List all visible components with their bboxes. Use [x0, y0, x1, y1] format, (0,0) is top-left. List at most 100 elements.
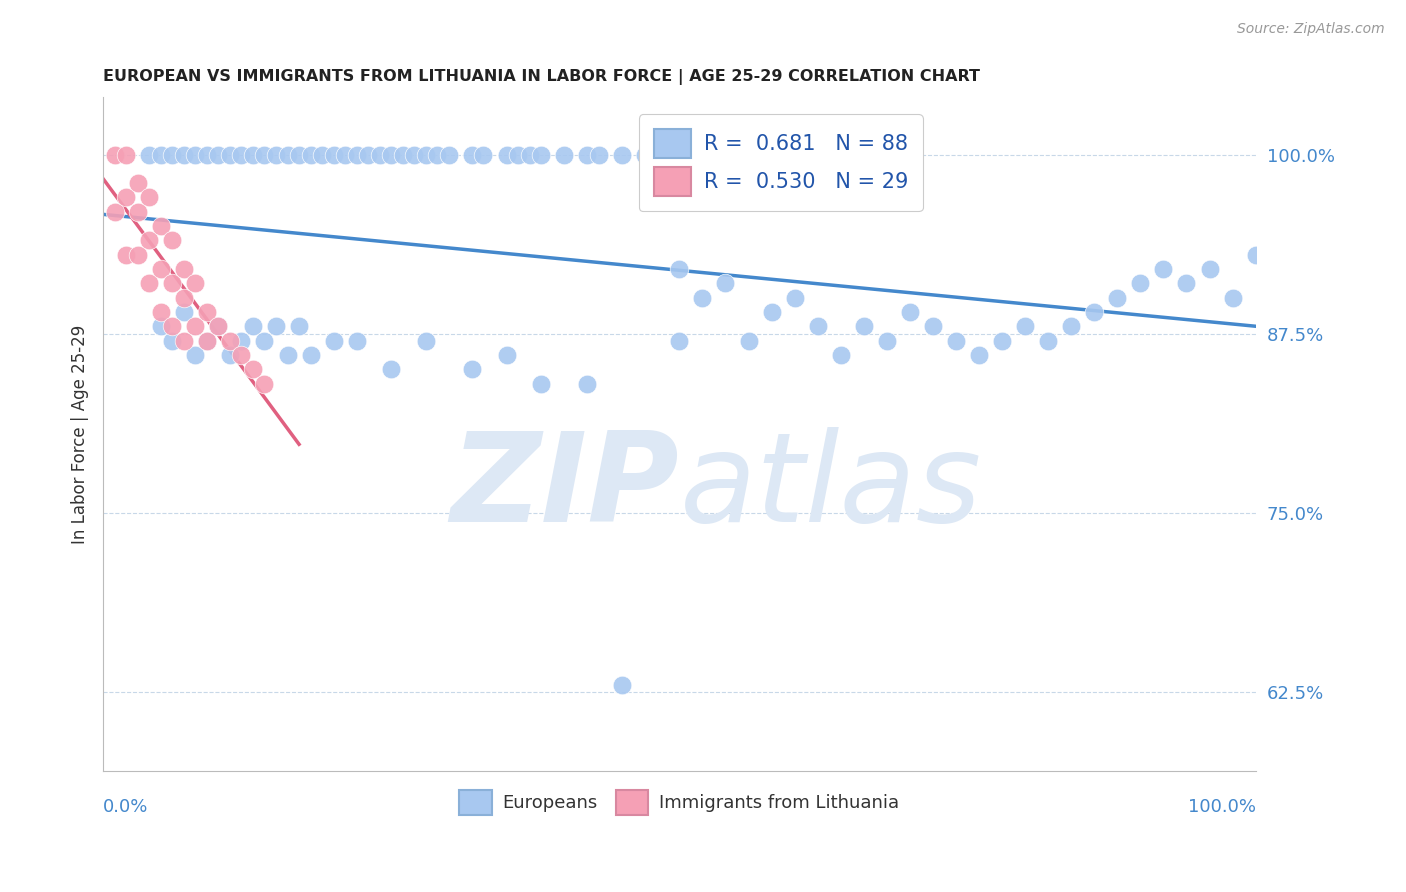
Point: [299, 348, 322, 362]
Point: [472, 147, 495, 161]
Point: [127, 204, 149, 219]
Text: EUROPEAN VS IMMIGRANTS FROM LITHUANIA IN LABOR FORCE | AGE 25-29 CORRELATION CHA: EUROPEAN VS IMMIGRANTS FROM LITHUANIA IN…: [103, 69, 980, 85]
Text: ZIP: ZIP: [451, 427, 679, 549]
Point: [288, 147, 311, 161]
Point: [149, 147, 172, 161]
Point: [553, 147, 575, 161]
Point: [288, 319, 311, 334]
Point: [149, 305, 172, 319]
Text: atlas: atlas: [679, 427, 981, 549]
Point: [876, 334, 898, 348]
Point: [173, 262, 195, 277]
Point: [104, 204, 127, 219]
Point: [253, 334, 276, 348]
Point: [415, 147, 437, 161]
Point: [519, 147, 541, 161]
Point: [253, 376, 276, 391]
Point: [610, 678, 633, 692]
Point: [830, 348, 852, 362]
Point: [242, 362, 264, 376]
Text: Source: ZipAtlas.com: Source: ZipAtlas.com: [1237, 22, 1385, 37]
Point: [149, 219, 172, 234]
Point: [588, 147, 610, 161]
Point: [184, 319, 207, 334]
Point: [173, 334, 195, 348]
Point: [922, 319, 945, 334]
Point: [415, 334, 437, 348]
Point: [207, 319, 229, 334]
Point: [264, 147, 287, 161]
Point: [184, 147, 207, 161]
Point: [1083, 305, 1105, 319]
Point: [761, 305, 783, 319]
Point: [380, 147, 402, 161]
Point: [195, 147, 218, 161]
Point: [173, 147, 195, 161]
Point: [1107, 291, 1129, 305]
Point: [610, 147, 633, 161]
Point: [437, 147, 460, 161]
Point: [692, 291, 714, 305]
Point: [184, 348, 207, 362]
Point: [311, 147, 333, 161]
Point: [391, 147, 413, 161]
Point: [138, 190, 160, 204]
Point: [138, 147, 160, 161]
Point: [991, 334, 1014, 348]
Point: [461, 147, 484, 161]
Point: [506, 147, 529, 161]
Point: [576, 147, 599, 161]
Point: [530, 376, 553, 391]
Point: [495, 348, 517, 362]
Point: [1244, 248, 1267, 262]
Point: [138, 277, 160, 291]
Point: [783, 291, 806, 305]
Point: [195, 334, 218, 348]
Point: [219, 147, 242, 161]
Point: [322, 334, 344, 348]
Point: [322, 147, 344, 161]
Point: [115, 190, 138, 204]
Point: [1129, 277, 1152, 291]
Point: [242, 147, 264, 161]
Point: [253, 147, 276, 161]
Point: [138, 234, 160, 248]
Point: [162, 147, 184, 161]
Text: 0.0%: 0.0%: [103, 797, 149, 815]
Point: [737, 334, 759, 348]
Point: [1152, 262, 1174, 277]
Text: 100.0%: 100.0%: [1188, 797, 1256, 815]
Point: [1038, 334, 1060, 348]
Point: [967, 348, 990, 362]
Point: [162, 234, 184, 248]
Point: [277, 147, 299, 161]
Point: [299, 147, 322, 161]
Point: [1222, 291, 1244, 305]
Point: [368, 147, 391, 161]
Point: [807, 319, 830, 334]
Point: [127, 176, 149, 190]
Point: [668, 262, 690, 277]
Point: [231, 147, 253, 161]
Point: [195, 305, 218, 319]
Point: [219, 334, 242, 348]
Point: [576, 376, 599, 391]
Point: [231, 348, 253, 362]
Point: [530, 147, 553, 161]
Point: [495, 147, 517, 161]
Point: [668, 334, 690, 348]
Point: [149, 262, 172, 277]
Point: [162, 334, 184, 348]
Point: [173, 291, 195, 305]
Point: [945, 334, 967, 348]
Point: [426, 147, 449, 161]
Point: [380, 362, 402, 376]
Point: [264, 319, 287, 334]
Point: [242, 319, 264, 334]
Point: [195, 334, 218, 348]
Point: [357, 147, 380, 161]
Point: [714, 277, 737, 291]
Point: [207, 147, 229, 161]
Point: [115, 147, 138, 161]
Point: [1014, 319, 1036, 334]
